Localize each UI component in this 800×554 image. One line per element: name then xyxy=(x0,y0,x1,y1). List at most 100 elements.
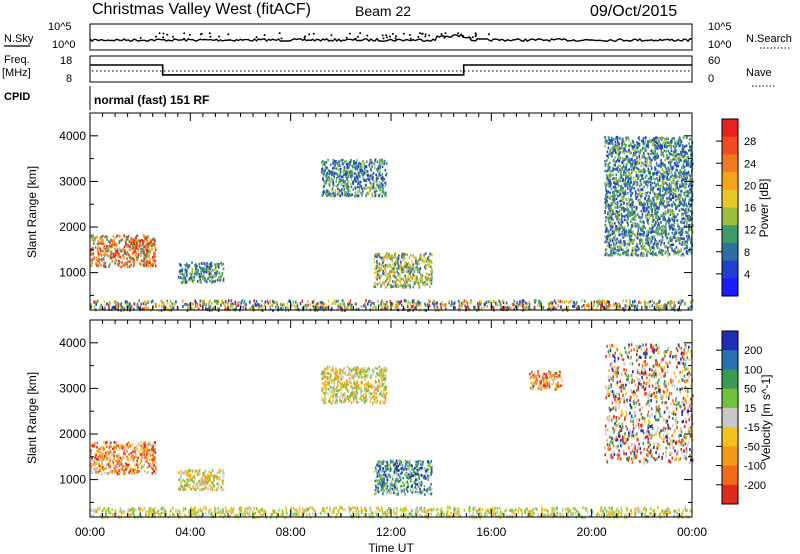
heatmap-cell xyxy=(622,195,625,198)
heatmap-cell xyxy=(628,230,630,233)
heatmap-cell xyxy=(337,164,340,167)
heatmap-cell xyxy=(685,235,688,238)
heatmap-cell xyxy=(668,152,671,155)
nsearch-point xyxy=(162,36,165,39)
heatmap-cell xyxy=(410,276,413,279)
heatmap-cell xyxy=(394,255,396,259)
heatmap-cell xyxy=(299,302,302,306)
heatmap-cell xyxy=(680,237,683,240)
heatmap-cell xyxy=(203,273,205,276)
heatmap-cell xyxy=(684,153,686,156)
heatmap-cell xyxy=(151,238,154,242)
heatmap-cell xyxy=(628,197,630,201)
heatmap-cell xyxy=(385,194,387,197)
heatmap-cell xyxy=(681,197,684,201)
heatmap-cell xyxy=(325,181,328,185)
heatmap-cell xyxy=(627,191,629,195)
heatmap-cell xyxy=(609,139,612,142)
heatmap-cell xyxy=(296,304,299,308)
heatmap-cell xyxy=(125,238,128,241)
heatmap-cell xyxy=(351,193,353,196)
heatmap-cell xyxy=(612,147,614,150)
heatmap-cell xyxy=(394,262,396,265)
heatmap-cell xyxy=(606,202,609,205)
heatmap-cell xyxy=(350,304,352,308)
heatmap-cell xyxy=(143,249,145,252)
heatmap-cell xyxy=(344,182,346,186)
heatmap-cell xyxy=(367,302,369,306)
heatmap-cell xyxy=(427,303,429,307)
heatmap-cell xyxy=(423,253,425,257)
heatmap-cell xyxy=(412,299,415,303)
heatmap-cell xyxy=(604,183,606,187)
heatmap-cell xyxy=(604,240,606,244)
heatmap-cell xyxy=(618,247,621,251)
heatmap-cell xyxy=(668,195,671,198)
heatmap-cell xyxy=(606,154,608,157)
heatmap-cell xyxy=(642,229,644,232)
heatmap-cell xyxy=(615,206,617,209)
heatmap-cell xyxy=(586,303,588,307)
heatmap-cell xyxy=(118,247,121,251)
heatmap-cell xyxy=(611,136,613,140)
heatmap-cell xyxy=(612,138,615,141)
heatmap-cell xyxy=(630,181,632,184)
heatmap-cell xyxy=(689,148,692,152)
heatmap-cell xyxy=(382,269,384,273)
heatmap-cell xyxy=(428,262,431,266)
heatmap-cell xyxy=(675,149,677,153)
heatmap-cell xyxy=(227,305,230,309)
heatmap-cell xyxy=(674,203,676,207)
heatmap-cell xyxy=(101,238,103,242)
heatmap-cell xyxy=(614,143,617,147)
heatmap-cell xyxy=(323,302,326,306)
heatmap-cell xyxy=(619,164,622,168)
heatmap-cell xyxy=(665,167,667,171)
heatmap-cell xyxy=(381,189,383,192)
heatmap-cell xyxy=(114,247,116,250)
heatmap-cell xyxy=(646,151,649,155)
heatmap-cell xyxy=(448,299,450,303)
heatmap-cell xyxy=(120,239,122,242)
heatmap-cell xyxy=(663,231,666,234)
heatmap-cell xyxy=(143,261,146,265)
heatmap-cell xyxy=(376,271,379,275)
heatmap-cell xyxy=(424,257,427,261)
heatmap-cell xyxy=(631,164,634,167)
heatmap-cell xyxy=(370,167,372,171)
heatmap-cell xyxy=(665,188,668,191)
heatmap-cell xyxy=(152,264,154,268)
heatmap-cell xyxy=(232,302,234,306)
heatmap-cell xyxy=(209,279,211,283)
heatmap-cell xyxy=(677,142,680,145)
heatmap-cell xyxy=(605,251,607,255)
heatmap-cell xyxy=(407,272,410,276)
heatmap-cell xyxy=(675,181,678,184)
heatmap-cell xyxy=(648,236,650,240)
heatmap-cell xyxy=(616,237,619,241)
heatmap-cell xyxy=(609,233,611,237)
heatmap-cell xyxy=(153,251,155,255)
heatmap-cell xyxy=(347,162,349,165)
heatmap-cell xyxy=(197,307,200,311)
heatmap-cell xyxy=(687,192,689,196)
heatmap-cell xyxy=(387,254,390,257)
heatmap-cell xyxy=(647,213,650,216)
heatmap-cell xyxy=(625,233,628,236)
heatmap-cell xyxy=(385,304,387,308)
heatmap-cell xyxy=(674,186,677,190)
heatmap-cell xyxy=(638,136,640,139)
heatmap-cell xyxy=(660,198,662,202)
heatmap-cell xyxy=(115,251,117,255)
heatmap-cell xyxy=(668,172,671,175)
heatmap-cell xyxy=(629,241,631,244)
heatmap-cell xyxy=(96,459,99,463)
heatmap-cell xyxy=(619,239,622,242)
heatmap-cell xyxy=(380,263,383,267)
heatmap-cell xyxy=(202,270,205,274)
heatmap-cell xyxy=(371,185,373,188)
heatmap-cell xyxy=(328,191,330,194)
heatmap-cell xyxy=(621,230,624,233)
heatmap-cell xyxy=(496,303,499,307)
heatmap-cell xyxy=(644,163,646,167)
